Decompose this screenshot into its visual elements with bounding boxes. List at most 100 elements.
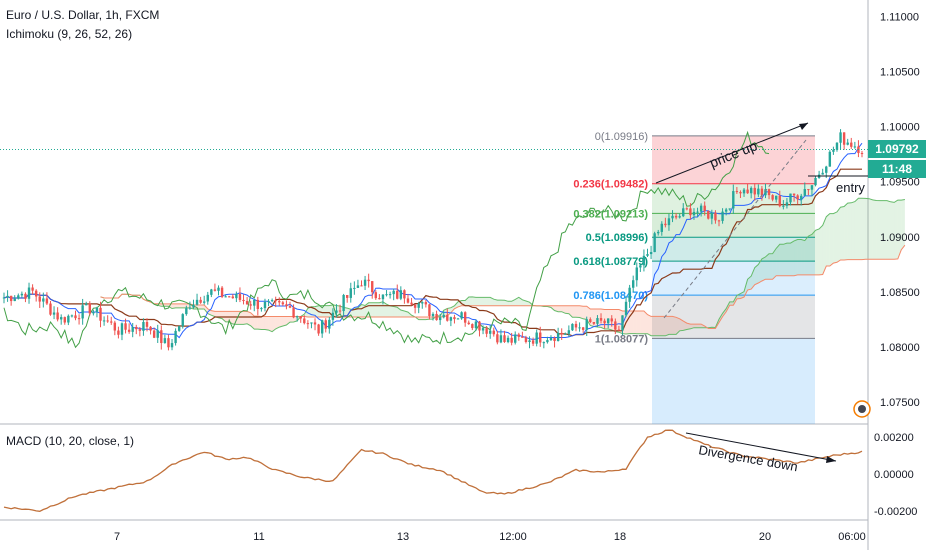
candle-body bbox=[38, 296, 41, 302]
candle-body bbox=[295, 316, 299, 318]
candle-body bbox=[52, 312, 56, 315]
candle-body bbox=[13, 298, 16, 302]
projection-line[interactable] bbox=[663, 139, 807, 319]
candle-body bbox=[313, 322, 317, 325]
candlestick-series bbox=[2, 129, 864, 351]
candle-body bbox=[528, 340, 531, 342]
candle-body bbox=[206, 294, 209, 302]
divergence-arrow[interactable] bbox=[685, 432, 837, 462]
candle-body bbox=[674, 215, 678, 218]
candle-body bbox=[860, 153, 864, 155]
candle-body bbox=[88, 303, 91, 314]
candle-body bbox=[303, 318, 306, 324]
cloud-segment bbox=[447, 307, 451, 316]
cloud-segment bbox=[279, 316, 283, 328]
candle-body bbox=[406, 298, 410, 303]
cloud-segment bbox=[257, 316, 262, 330]
candle-body bbox=[392, 290, 395, 295]
candle-body bbox=[803, 189, 806, 196]
cloud-segment bbox=[576, 305, 580, 318]
candle-body bbox=[124, 323, 127, 330]
price-tick-label: 1.11000 bbox=[880, 12, 919, 24]
cloud-segment bbox=[747, 276, 752, 291]
candle-body bbox=[45, 298, 49, 304]
cloud-segment bbox=[801, 239, 805, 275]
candle-body bbox=[553, 337, 556, 342]
cloud-segment bbox=[204, 304, 208, 314]
candle-body bbox=[324, 320, 327, 329]
candle-body bbox=[299, 316, 302, 319]
fib-zone bbox=[652, 338, 815, 424]
cloud-segment bbox=[468, 296, 473, 306]
cloud-segment bbox=[826, 213, 830, 267]
candle-body bbox=[732, 191, 735, 209]
candle-body bbox=[696, 211, 699, 213]
candle-body bbox=[163, 338, 167, 344]
candle-body bbox=[224, 296, 227, 298]
divergence-label: Divergence down bbox=[697, 442, 799, 474]
grid-lines bbox=[0, 0, 869, 550]
candle-body bbox=[592, 322, 596, 324]
cloud-segment bbox=[765, 253, 770, 280]
candle-body bbox=[671, 215, 674, 219]
cloud-segment bbox=[290, 316, 294, 323]
candle-body bbox=[489, 330, 492, 334]
candle-body bbox=[213, 289, 217, 291]
candle-body bbox=[60, 317, 63, 320]
indicator-title[interactable]: Ichimoku (9, 26, 52, 26) bbox=[6, 27, 133, 41]
candle-body bbox=[757, 188, 760, 195]
cloud-segment bbox=[854, 198, 859, 260]
candle-body bbox=[474, 321, 478, 329]
candle-body bbox=[249, 304, 252, 306]
candle-body bbox=[117, 330, 120, 335]
cloud-segment bbox=[629, 310, 634, 334]
cloud-segment bbox=[894, 200, 898, 260]
cloud-segment bbox=[897, 200, 902, 259]
candle-body bbox=[717, 220, 721, 222]
candle-body bbox=[589, 319, 592, 323]
macd-title[interactable]: MACD (10, 20, close, 1) bbox=[6, 434, 135, 448]
cloud-segment bbox=[865, 198, 870, 260]
candle-body bbox=[614, 321, 617, 330]
candle-body bbox=[320, 320, 324, 334]
cloud-segment bbox=[851, 201, 855, 260]
cloud-segment bbox=[583, 306, 587, 320]
candle-body bbox=[9, 295, 13, 302]
price-axes[interactable]: 1.11000 1.10500 1.10000 1.09500 1.09000 1.085… bbox=[114, 12, 920, 543]
cloud-segment bbox=[186, 303, 190, 308]
price-up-arrow[interactable] bbox=[655, 122, 809, 184]
candle-body bbox=[499, 335, 503, 343]
cloud-segment bbox=[475, 297, 480, 306]
symbol-title[interactable]: Euro / U.S. Dollar, 1h, FXCM bbox=[6, 8, 160, 22]
candle-body bbox=[467, 322, 470, 325]
fibonacci-retracement[interactable]: 0(1.09916)0.236(1.09482)0.382(1.09213)0.… bbox=[573, 131, 815, 424]
candle-body bbox=[828, 151, 832, 167]
candle-body bbox=[438, 317, 442, 321]
candle-body bbox=[360, 285, 363, 287]
cloud-segment bbox=[579, 305, 584, 319]
candle-body bbox=[846, 142, 849, 145]
cloud-segment bbox=[811, 230, 816, 275]
candle-body bbox=[310, 322, 313, 324]
candle-body bbox=[746, 189, 749, 194]
go-to-realtime-icon-dot bbox=[858, 405, 866, 413]
time-tick-label: 20 bbox=[759, 531, 771, 543]
cloud-segment bbox=[261, 316, 265, 330]
candle-body bbox=[446, 314, 449, 321]
cloud-segment bbox=[890, 201, 895, 260]
candle-body bbox=[560, 332, 563, 335]
candle-body bbox=[735, 191, 739, 193]
candle-body bbox=[56, 312, 59, 320]
candle-body bbox=[692, 211, 696, 216]
candle-body bbox=[556, 332, 560, 342]
candle-body bbox=[724, 209, 728, 212]
candle-body bbox=[653, 233, 656, 253]
candle-body bbox=[485, 328, 488, 334]
candle-body bbox=[792, 193, 796, 196]
candle-body bbox=[267, 301, 270, 303]
candle-body bbox=[599, 318, 603, 321]
candle-body bbox=[81, 305, 84, 319]
candle-body bbox=[549, 337, 553, 341]
candle-body bbox=[639, 265, 642, 268]
